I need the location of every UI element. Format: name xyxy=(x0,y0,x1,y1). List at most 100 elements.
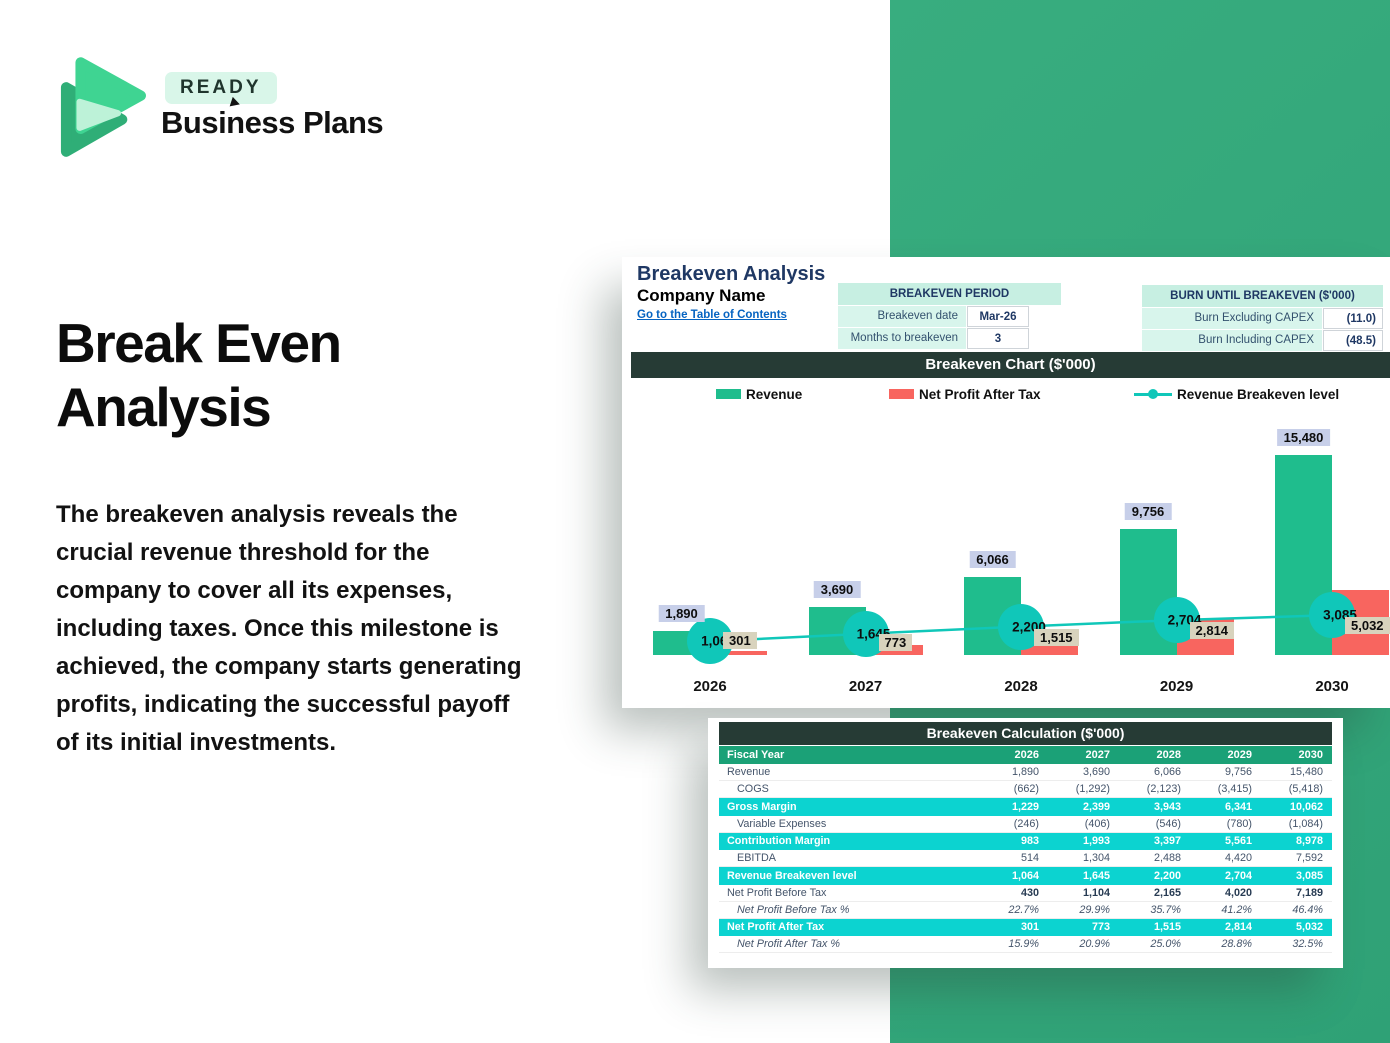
table-row: Revenue Breakeven level 1,064 1,645 2,200 2,… xyxy=(719,867,1332,885)
row-value: (5,418) xyxy=(1288,783,1323,795)
row-value: 5,032 xyxy=(1295,921,1323,934)
burn-row: Burn Including CAPEX (48.5) xyxy=(1142,330,1383,351)
brand-wordmark: Business Plans xyxy=(161,96,384,141)
burn-excluding-capex-label: Burn Excluding CAPEX xyxy=(1142,308,1322,329)
row-value: 3,397 xyxy=(1153,835,1181,848)
row-value: 1,229 xyxy=(1011,800,1039,813)
row-value: 22.7% xyxy=(1008,903,1039,916)
row-value: 29.9% xyxy=(1079,903,1110,916)
table-row: Net Profit After Tax 301 773 1,515 2,814 5,03… xyxy=(719,918,1332,936)
breakeven-chart-card: Breakeven Analysis Company Name Go to th… xyxy=(622,257,1390,708)
table-row: Net Profit After Tax % 15.9% 20.9% 25.0% 28.… xyxy=(719,936,1332,953)
row-value: 1,645 xyxy=(1082,869,1110,882)
breakeven-period-header: BREAKEVEN PERIOD xyxy=(838,283,1061,305)
row-value: 3,690 xyxy=(1082,766,1110,778)
row-label: Revenue Breakeven level xyxy=(727,869,857,882)
row-value: 10,062 xyxy=(1289,800,1323,813)
row-value: 5,561 xyxy=(1224,835,1252,848)
row-value: 1,993 xyxy=(1082,835,1110,848)
row-value: (1,084) xyxy=(1288,817,1323,830)
revenue-value-label: 9,756 xyxy=(1124,502,1172,520)
burn-including-capex-value: (48.5) xyxy=(1323,330,1383,351)
breakeven-period-table: BREAKEVEN PERIOD Breakeven date Mar-26 M… xyxy=(838,283,1061,350)
row-label: Gross Margin xyxy=(727,800,797,813)
ready-badge: READY xyxy=(165,72,277,104)
row-label: Net Profit Before Tax xyxy=(727,886,827,899)
burn-header: BURN UNTIL BREAKEVEN ($'000) xyxy=(1142,285,1383,307)
brand-logo: READY Business Plans xyxy=(55,50,475,170)
row-label: Net Profit After Tax xyxy=(727,921,825,934)
net-profit-value-label: 301 xyxy=(723,632,757,650)
row-value: (662) xyxy=(1013,783,1039,795)
net-profit-bar xyxy=(710,651,767,655)
table-of-contents-link[interactable]: Go to the Table of Contents xyxy=(637,309,787,321)
row-value: 1,064 xyxy=(1011,869,1039,882)
row-value: (2,123) xyxy=(1146,783,1181,795)
row-label: Net Profit After Tax % xyxy=(737,938,841,950)
table-row: Gross Margin 1,229 2,399 3,943 6,341 10,062 xyxy=(719,798,1332,816)
row-value: (246) xyxy=(1013,817,1039,830)
burn-row: Burn Excluding CAPEX (11.0) xyxy=(1142,308,1383,329)
company-name: Company Name xyxy=(637,286,766,305)
net-profit-value-label: 773 xyxy=(878,633,913,651)
row-label: COGS xyxy=(737,783,769,795)
revenue-value-label: 1,890 xyxy=(658,604,705,622)
year-column-header: 2029 xyxy=(1227,749,1252,761)
row-value: 301 xyxy=(1020,921,1039,934)
net-profit-swatch-icon xyxy=(889,389,914,399)
burn-until-breakeven-table: BURN UNTIL BREAKEVEN ($'000) Burn Exclud… xyxy=(1142,285,1383,352)
row-value: 28.8% xyxy=(1221,938,1252,950)
breakeven-period-row: Months to breakeven 3 xyxy=(838,328,1061,349)
legend-label: Net Profit After Tax xyxy=(919,386,1041,402)
revenue-value-label: 3,690 xyxy=(813,581,861,599)
row-value: 1,515 xyxy=(1153,921,1181,934)
page-title: Break Even Analysis xyxy=(56,312,342,438)
chart-legend: Revenue Net Profit After Tax Revenue Bre… xyxy=(631,384,1390,404)
x-axis-year-label: 2027 xyxy=(848,678,883,695)
breakeven-period-row: Breakeven date Mar-26 xyxy=(838,306,1061,327)
page-description: The breakeven analysis reveals the cruci… xyxy=(56,501,522,756)
legend-label: Revenue Breakeven level xyxy=(1177,386,1340,402)
chart-title: Breakeven Chart ($'000) xyxy=(631,352,1390,378)
table-row: Net Profit Before Tax 430 1,104 2,165 4,020 7… xyxy=(719,884,1332,902)
row-label: Variable Expenses xyxy=(737,817,827,830)
legend-item-revenue: Revenue xyxy=(716,384,802,404)
table-row: Variable Expenses (246) (406) (546) (780) (1,… xyxy=(719,815,1332,833)
year-column-header: 2026 xyxy=(1014,749,1039,761)
row-value: 35.7% xyxy=(1150,903,1181,916)
x-axis-year-label: 2028 xyxy=(1004,678,1038,695)
row-value: 4,020 xyxy=(1224,886,1252,899)
row-value: 4,420 xyxy=(1224,852,1252,864)
row-value: (546) xyxy=(1155,817,1181,830)
x-axis-year-label: 2030 xyxy=(1315,678,1349,695)
row-value: 2,814 xyxy=(1224,921,1252,934)
row-value: 41.2% xyxy=(1221,903,1252,916)
legend-label: Revenue xyxy=(746,386,803,402)
row-value: 2,704 xyxy=(1224,869,1252,882)
row-value: 430 xyxy=(1020,886,1039,899)
year-column-header: 2030 xyxy=(1298,749,1323,761)
breakeven-dot-icon xyxy=(1148,389,1158,399)
legend-item-breakeven-level: Revenue Breakeven level xyxy=(1134,384,1339,404)
row-value: 2,488 xyxy=(1153,852,1181,864)
row-value: 1,104 xyxy=(1082,886,1110,899)
row-value: 3,943 xyxy=(1153,800,1181,813)
breakeven-date-value: Mar-26 xyxy=(967,306,1029,327)
net-profit-value-label: 2,814 xyxy=(1189,622,1235,640)
row-value: 1,890 xyxy=(1011,766,1039,778)
row-value: 46.4% xyxy=(1292,903,1323,916)
table-row: Net Profit Before Tax % 22.7% 29.9% 35.7% 41… xyxy=(719,901,1332,919)
legend-item-net-profit: Net Profit After Tax xyxy=(889,384,1041,404)
row-value: 6,341 xyxy=(1224,800,1252,813)
calc-table-title: Breakeven Calculation ($'000) xyxy=(719,722,1332,745)
calc-table-body: Revenue 1,890 3,690 6,066 9,756 15,480 COGS (66… xyxy=(719,764,1332,953)
burn-excluding-capex-value: (11.0) xyxy=(1323,308,1383,329)
row-value: 2,399 xyxy=(1082,800,1110,813)
row-label: Net Profit Before Tax % xyxy=(737,903,850,916)
revenue-swatch-icon xyxy=(716,389,741,399)
table-row: Revenue 1,890 3,690 6,066 9,756 15,480 xyxy=(719,764,1332,781)
chart-plot: 1,890 1,064 301 2026 3,690 1,645 773 2027 6,066 2… xyxy=(631,407,1390,695)
net-profit-value-label: 1,515 xyxy=(1034,628,1079,646)
row-value: (1,292) xyxy=(1075,783,1110,795)
row-value: 983 xyxy=(1020,835,1039,848)
